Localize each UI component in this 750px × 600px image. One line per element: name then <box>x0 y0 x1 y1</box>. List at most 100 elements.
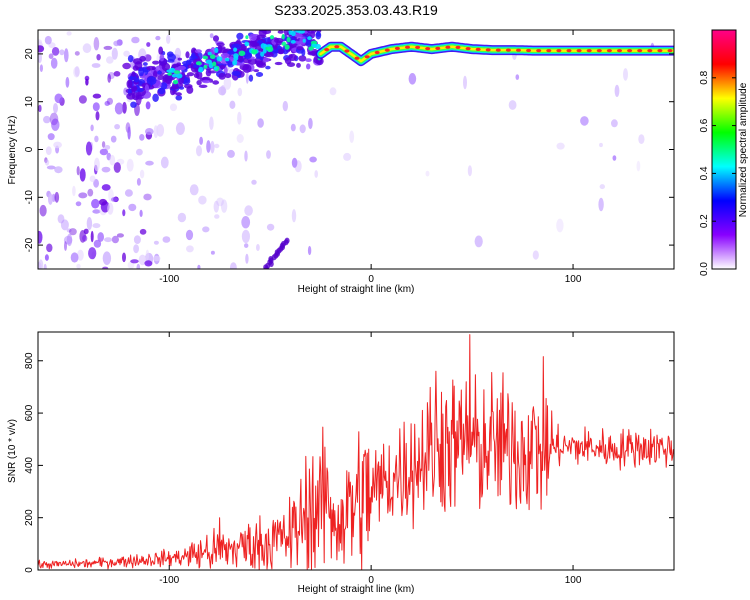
spectrogram-ridge-peak <box>167 72 172 76</box>
spectrogram-noise-blob <box>106 97 113 105</box>
spectrogram-ridge-blob <box>170 86 180 90</box>
spectrogram-ridge-blob <box>134 61 143 70</box>
spectrogram-ridge-blob <box>201 79 211 84</box>
spectrogram-ridge-blob <box>161 62 171 72</box>
spectrogram-noise-blob <box>291 209 297 223</box>
spectrogram-noise-blob <box>113 40 120 47</box>
spectrogram-noise-blob <box>66 31 72 36</box>
spectrogram-ridge-hot <box>505 48 511 52</box>
spectrogram-noise-blob <box>64 48 69 63</box>
spectrogram-noise-blob <box>114 102 124 115</box>
spectrogram-ridge-hot <box>556 49 562 53</box>
spectrogram-noise-blob <box>343 152 352 161</box>
spectrogram-ridge-blob <box>249 33 257 42</box>
spectrogram-ridge-hot <box>334 45 340 49</box>
spectrogram-noise-blob <box>93 239 102 248</box>
spectrogram-noise-blob <box>85 141 93 156</box>
spectrogram-noise-blob <box>104 101 110 106</box>
spectrogram-noise-blob <box>107 73 111 83</box>
spectrogram-ridge-hot <box>475 47 481 52</box>
spectrogram-ridge-blob <box>298 55 307 62</box>
spectrogram-ridge-blob <box>243 50 252 60</box>
spectrogram-ridge-blob <box>126 92 136 100</box>
spectrogram-noise-blob <box>156 123 165 137</box>
spectrogram-noise-blob <box>210 140 215 154</box>
spectrogram-ridge-hot <box>465 47 471 51</box>
spectrogram-ridge-hot <box>617 49 622 53</box>
spectrogram-noise-blob <box>114 124 120 130</box>
spectrogram-ridge-hot <box>627 49 633 53</box>
spectrogram-ridge-blob <box>178 77 184 85</box>
spectrogram-ridge-hot <box>394 46 400 51</box>
spectrogram-noise-blob <box>152 255 161 262</box>
spectrogram-noise-blob <box>76 263 81 269</box>
spectrogram-noise-blob <box>143 193 152 201</box>
spectrogram-noise-blob <box>230 262 237 269</box>
spectrogram-noise-blob <box>92 102 100 112</box>
snr-y-tick-label: 800 <box>24 352 35 369</box>
spectrogram-noise-blob <box>139 209 143 217</box>
spectrogram-ridge-blob <box>220 53 230 58</box>
spectrogram-noise-blob <box>463 75 467 90</box>
spectrogram-ridge-peak <box>307 36 312 40</box>
spectrogram-noise-blob <box>74 66 80 77</box>
spectrogram-noise-blob <box>197 264 201 269</box>
spectrogram-ridge-blob <box>201 76 211 82</box>
spectrogram-noise-blob <box>102 266 109 269</box>
spectrogram-noise-blob <box>314 170 319 178</box>
spectrogram-noise-blob <box>78 192 88 199</box>
spectrogram-noise-blob <box>623 68 628 81</box>
spectrogram-noise-blob <box>122 209 126 217</box>
spectrogram-ridge-blob <box>231 43 242 50</box>
spectrogram-noise-blob <box>59 49 65 56</box>
spectrogram-x-tick-label: -100 <box>159 274 179 285</box>
spectrogram-noise-blob <box>155 35 161 41</box>
spectrogram-ridge-blob <box>277 30 284 34</box>
spectrogram-ridge-peak <box>195 61 202 66</box>
spectrogram-noise-blob <box>70 252 79 263</box>
spectrogram-noise-blob <box>101 166 111 173</box>
spectrogram-ridge-blob <box>194 49 202 54</box>
spectrogram-ridge-peak <box>251 49 258 55</box>
spectrogram-ridge-blob <box>157 70 162 75</box>
snr-y-tick-label: 0 <box>24 567 35 573</box>
spectrogram-ridge-blob <box>205 68 212 77</box>
spectrogram-ridge-hot <box>374 50 380 55</box>
spectrogram-ridge-peak <box>302 38 306 43</box>
spectrogram-ridge-blob <box>231 70 241 76</box>
snr-x-tick-label: 0 <box>368 575 374 586</box>
snr-y-label: SNR (10 * v/v) <box>7 419 18 483</box>
spectrogram-noise-blob <box>92 93 102 99</box>
spectrogram-ridge-peak <box>212 61 217 67</box>
spectrogram-ridge-peak <box>279 24 284 28</box>
spectrogram-ridge-blob <box>285 22 291 30</box>
spectrogram-ridge-blob <box>166 51 174 57</box>
spectrogram-noise-blob <box>111 197 118 202</box>
spectrogram-ridge-peak <box>203 65 208 69</box>
spectrogram-ridge-peak <box>173 70 181 75</box>
spectrogram-ridge-hot <box>384 48 390 52</box>
spectrogram-ridge-blob <box>138 67 145 77</box>
spectrogram-noise-blob <box>54 93 63 104</box>
spectrogram-noise-blob <box>474 235 483 248</box>
spectrogram-ridge-peak <box>202 55 208 60</box>
spectrogram-noise-blob <box>146 42 151 47</box>
spectrogram-noise-blob <box>144 260 153 267</box>
spectrogram-ridge-hot <box>405 45 410 49</box>
spectrogram-ridge-blob <box>253 69 260 73</box>
spectrogram-noise-blob <box>123 50 130 57</box>
colorbar-tick-label: 0.0 <box>699 262 710 276</box>
spectrogram-ridge-blob <box>181 71 186 80</box>
spectrogram-ridge-peak <box>286 37 291 43</box>
spectrogram-noise-blob <box>160 156 169 169</box>
spectrogram-ridge-hot <box>445 45 451 49</box>
spectrogram-ridge-hot <box>455 45 461 50</box>
spectrogram-noise-blob <box>44 254 49 261</box>
spectrogram-noise-blob <box>245 72 249 84</box>
spectrogram-noise-blob <box>66 233 73 247</box>
spectrogram-noise-blob <box>90 230 94 243</box>
spectrogram-ridge-blob <box>196 80 202 86</box>
colorbar-tick-label: 0.2 <box>699 214 710 228</box>
spectrogram-ridge-hot <box>485 48 491 52</box>
spectrogram-ridge-peak <box>233 53 239 58</box>
